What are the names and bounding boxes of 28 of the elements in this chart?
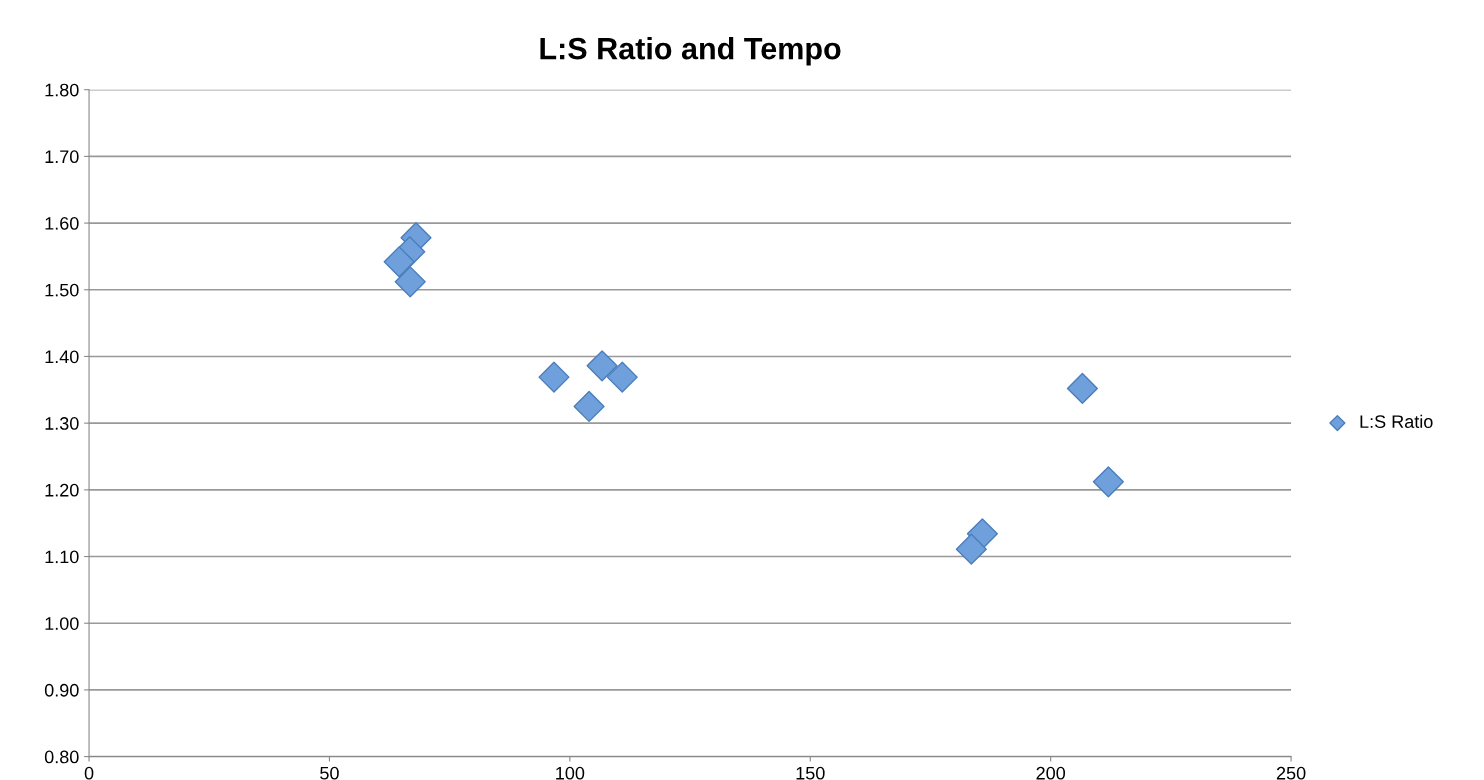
x-tick-label: 100 [556,766,585,780]
y-tick-label: 1.50 [45,283,79,297]
point [1066,372,1098,405]
y-tick-label: 1.60 [45,217,79,230]
x-tick-label: 150 [796,766,825,780]
y-tick-label: 1.20 [45,483,79,497]
point [955,533,987,565]
y-tick-label: 1.70 [45,150,79,164]
x-tick-label: 200 [1036,766,1066,780]
point [573,390,605,423]
point [538,361,570,393]
x-tick-label: 0 [84,766,94,780]
point [394,266,426,298]
point [606,361,638,393]
y-tick-label: 1.00 [45,617,79,630]
point [586,350,618,382]
y-tick-label: 0.80 [44,750,79,764]
x-tick-label: 50 [320,766,339,780]
chart-title: L:S Ratio and Tempo [540,37,841,66]
x-tick-label: 250 [1276,766,1306,780]
y-tick-label: 1.40 [45,350,79,364]
point [1092,466,1124,498]
y-tick-label: 1.30 [45,417,79,430]
legend-label: L:S Ratio [1360,414,1433,428]
y-tick-label: 0.90 [44,683,79,697]
point [383,246,415,278]
y-tick-label: 1.10 [45,550,79,564]
y-tick-label: 1.80 [45,83,79,97]
